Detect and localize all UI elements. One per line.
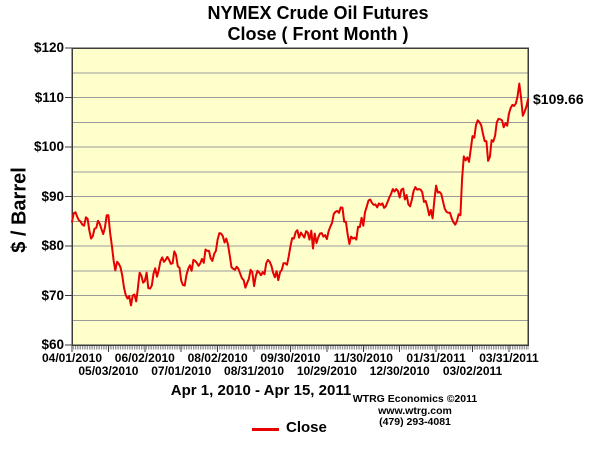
credit-block: WTRG Economics ©2011 www.wtrg.com (479) … (315, 393, 515, 429)
legend-line-swatch (252, 428, 279, 431)
x-tick-label: 10/29/2010 (296, 364, 357, 378)
x-tick-label: 03/31/2011 (479, 351, 539, 365)
chart-title-line2: Close ( Front Month ) (227, 24, 409, 44)
x-tick-label: 08/31/2010 (224, 364, 285, 378)
x-tick-label: 06/02/2010 (114, 351, 175, 365)
x-tick-label: 04/01/2010 (41, 351, 103, 365)
last-price-annotation: $109.66 (533, 91, 584, 107)
chart-title: NYMEX Crude Oil Futures Close ( Front Mo… (36, 3, 600, 45)
chart-title-line1: NYMEX Crude Oil Futures (207, 3, 429, 23)
x-tick-label: 09/30/2010 (260, 351, 321, 365)
x-tick-label: 11/30/2010 (333, 351, 393, 365)
x-tick-label: 08/02/2010 (187, 351, 248, 365)
credit-company: WTRG Economics ©2011 (352, 393, 478, 405)
y-tick-label: $60 (41, 337, 64, 352)
legend-label: Close (286, 419, 327, 436)
x-tick-label: 07/01/2010 (151, 364, 212, 378)
x-tick-label: 01/31/2011 (406, 351, 466, 365)
y-tick-label: $100 (33, 139, 64, 154)
x-axis-title: Apr 1, 2010 - Apr 15, 2011 (170, 382, 352, 399)
credit-website: www.wtrg.com (378, 404, 452, 417)
x-tick-label: 12/30/2010 (369, 364, 430, 378)
x-tick-label: 03/02/2011 (442, 364, 503, 378)
plot-border (71, 47, 529, 346)
y-tick-label: $70 (41, 287, 64, 303)
x-tick-label: 05/03/2010 (78, 364, 139, 378)
credit-phone: (479) 293-4081 (379, 416, 451, 428)
y-tick-label: $110 (34, 89, 64, 105)
y-tick-label: $90 (41, 188, 64, 204)
close-price-line (71, 82, 529, 307)
y-tick-label: $80 (41, 238, 64, 253)
y-tick-label: $120 (33, 40, 64, 55)
